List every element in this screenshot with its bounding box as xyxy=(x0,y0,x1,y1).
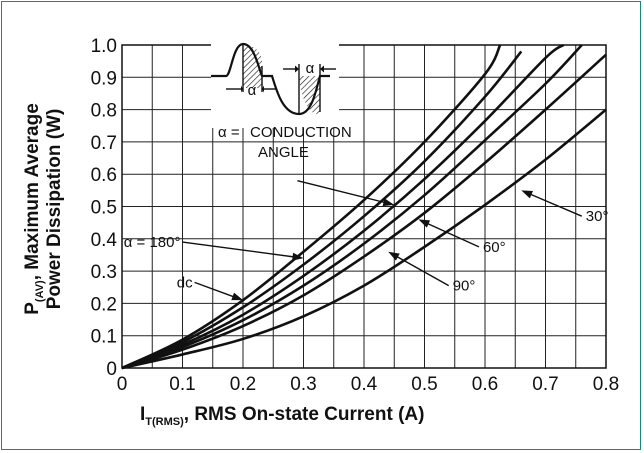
grid xyxy=(121,44,607,369)
x-tick-labels: 0 0.1 0.2 0.3 0.4 0.5 0.6 0.7 0.8 xyxy=(117,374,620,395)
inset-definition-line2: ANGLE xyxy=(258,144,309,161)
annotation-label-dc: dc xyxy=(177,274,193,291)
annotation-leader-a60 xyxy=(425,222,480,248)
x-tick-label: 0.5 xyxy=(411,374,437,395)
inset-alpha-lower: α xyxy=(248,82,257,99)
y-tick-label: 0.2 xyxy=(91,294,117,315)
inset-alpha-upper: α xyxy=(306,60,315,77)
y-tick-label: 0.7 xyxy=(91,133,117,154)
series-lines xyxy=(121,43,607,370)
annotation-label-a60: 60° xyxy=(483,239,506,256)
x-axis-title: IT(RMS), RMS On-state Current (A) xyxy=(140,404,424,428)
y-axis-title: P(AV), Maximum Average Power Dissipation… xyxy=(22,103,65,315)
waveform-curve xyxy=(211,42,330,116)
y-tick-label: 0.4 xyxy=(91,230,118,251)
y-tick-label: 0.3 xyxy=(91,262,117,283)
annotation-leader-dc xyxy=(194,281,236,299)
y-tick-labels: 0 0.1 0.2 0.3 0.4 0.5 0.6 0.7 0.8 0.9 1.0 xyxy=(91,36,118,380)
y-tick-label: 0.5 xyxy=(91,198,117,219)
series-line-0 xyxy=(121,44,502,370)
annotation-arrowhead-a30 xyxy=(521,190,533,199)
plot-frame xyxy=(121,44,607,369)
y-tick-label: 0 xyxy=(106,359,117,380)
series-line-5 xyxy=(121,108,607,370)
annotation-leader-a180 xyxy=(182,241,296,258)
y-tick-label: 0.1 xyxy=(91,327,117,348)
annotations: dc α = 180° 60° 90° 30° xyxy=(124,179,609,301)
x-tick-label: 0 xyxy=(117,374,128,395)
waveform-hatch-positive xyxy=(243,45,262,88)
series-line-1 xyxy=(121,50,523,370)
inset-definition-line1: CONDUCTION xyxy=(250,124,352,141)
y-axis-title-line1: P(AV), Maximum Average xyxy=(22,103,46,315)
x-tick-label: 0.3 xyxy=(290,374,316,395)
annotation-label-a30: 30° xyxy=(586,208,609,225)
x-tick-label: 0.1 xyxy=(169,374,195,395)
annotation-leader-a120 xyxy=(297,179,387,204)
series-line-2 xyxy=(121,43,565,370)
y-tick-label: 1.0 xyxy=(91,36,117,57)
conduction-waveform-inset: α α α = CONDUCTION ANGLE xyxy=(211,30,352,161)
series-line-3 xyxy=(121,44,583,370)
annotation-label-a90: 90° xyxy=(453,278,476,295)
y-tick-label: 0.9 xyxy=(91,68,117,89)
annotation-arrowhead-a120 xyxy=(382,198,395,207)
x-tick-label: 0.7 xyxy=(532,374,558,395)
y-tick-label: 0.6 xyxy=(91,165,117,186)
annotation-leader-a30 xyxy=(528,192,583,217)
annotation-arrowhead-dc xyxy=(231,292,243,301)
y-axis-title-line2: Power Dissipation (W) xyxy=(44,109,65,310)
annotation-leader-a90 xyxy=(394,255,450,287)
annotation-arrowhead-a90 xyxy=(388,251,400,261)
annotation-label-a180: α = 180° xyxy=(124,234,181,251)
annotation-arrowhead-a60 xyxy=(418,219,431,228)
annotation-arrowhead-a180 xyxy=(292,252,304,261)
y-tick-label: 0.8 xyxy=(91,101,117,122)
x-tick-label: 0.2 xyxy=(230,374,256,395)
inset-definition-label: α = xyxy=(218,124,240,141)
x-tick-label: 0.8 xyxy=(593,374,619,395)
x-tick-label: 0.6 xyxy=(472,374,498,395)
series-line-4 xyxy=(121,53,607,370)
waveform-hatch-negative xyxy=(299,76,320,114)
x-tick-label: 0.4 xyxy=(351,374,378,395)
